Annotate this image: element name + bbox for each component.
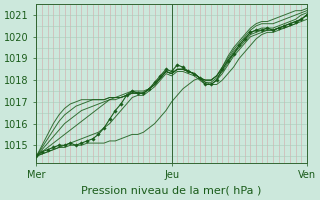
X-axis label: Pression niveau de la mer( hPa ): Pression niveau de la mer( hPa ): [81, 186, 262, 196]
